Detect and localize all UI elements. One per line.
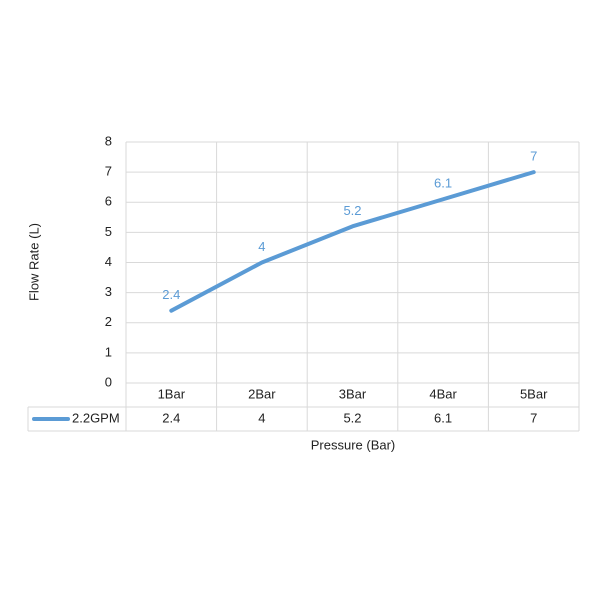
y-tick-label: 1 (105, 344, 112, 359)
x-tick-label: 4Bar (429, 386, 457, 401)
data-label: 4 (258, 239, 265, 254)
y-axis-label: Flow Rate (L) (26, 223, 41, 301)
x-tick-label: 1Bar (158, 386, 186, 401)
table-value: 5.2 (343, 410, 361, 425)
x-tick-label: 3Bar (339, 386, 367, 401)
data-label: 2.4 (162, 287, 180, 302)
y-tick-label: 8 (105, 133, 112, 148)
y-tick-label: 7 (105, 164, 112, 179)
y-tick-label: 4 (105, 254, 112, 269)
table-value: 6.1 (434, 410, 452, 425)
data-label: 7 (530, 149, 537, 164)
x-axis-label: Pressure (Bar) (311, 437, 396, 452)
legend-label: 2.2GPM (72, 410, 120, 425)
x-tick-label: 5Bar (520, 386, 548, 401)
y-tick-label: 6 (105, 194, 112, 209)
data-label: 5.2 (343, 203, 361, 218)
y-tick-label: 2 (105, 314, 112, 329)
data-label: 6.1 (434, 176, 452, 191)
table-value: 7 (530, 410, 537, 425)
data-line (169, 170, 536, 313)
x-tick-label: 2Bar (248, 386, 276, 401)
table-value: 2.4 (162, 410, 180, 425)
table-value: 4 (258, 410, 265, 425)
y-tick-label: 5 (105, 224, 112, 239)
y-tick-label: 0 (105, 374, 112, 389)
y-tick-label: 3 (105, 284, 112, 299)
